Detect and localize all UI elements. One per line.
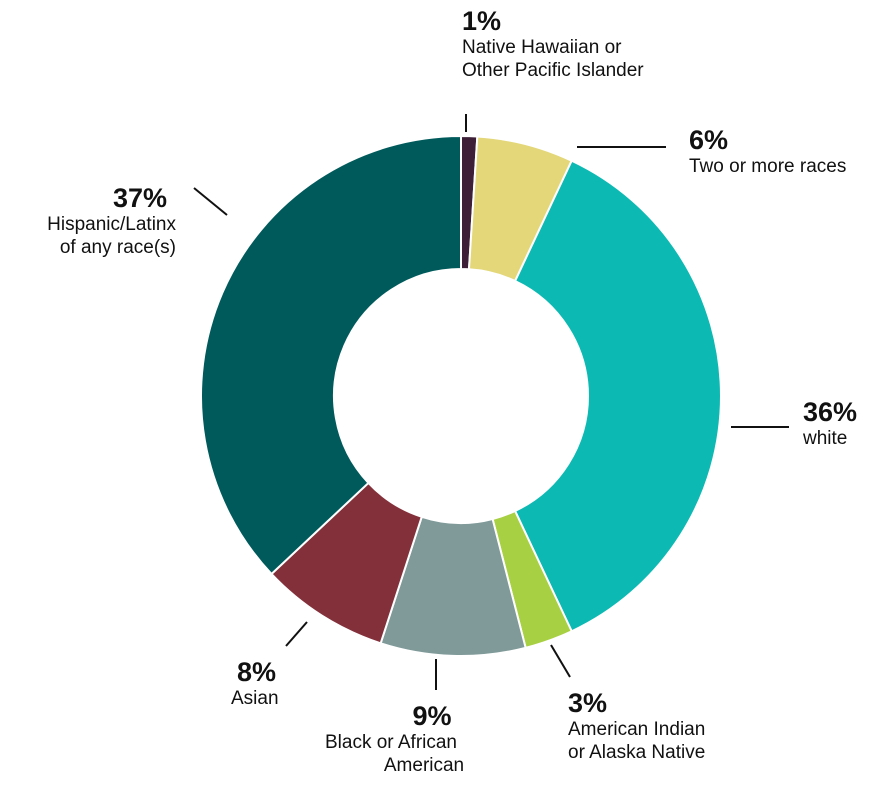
label-asian: 8% Asian	[231, 656, 279, 711]
label-hispanic: 37% Hispanic/Latinx of any race(s)	[0, 182, 176, 260]
label-native-hawaiian: 1% Native Hawaiian or Other Pacific Isla…	[462, 5, 644, 83]
name-hispanic-line1: Hispanic/Latinx	[47, 214, 176, 236]
label-black: 9% Black or African American	[301, 700, 481, 778]
pct-american-indian: 3%	[568, 688, 608, 718]
slice-white	[513, 159, 722, 633]
pct-asian: 8%	[237, 657, 277, 687]
leader-lines	[193, 114, 789, 690]
name-white: white	[803, 428, 848, 450]
label-white: 36% white	[803, 396, 857, 451]
pct-hispanic: 37%	[112, 183, 167, 213]
leader-line-hispanic	[193, 187, 228, 216]
donut-slices	[200, 134, 722, 657]
pct-white: 36%	[803, 397, 858, 427]
name-native-hawaiian-line1: Native Hawaiian or	[462, 37, 622, 59]
pct-native-hawaiian: 1%	[462, 6, 502, 36]
pct-black: 9%	[412, 701, 452, 731]
label-american-indian: 3% American Indian or Alaska Native	[568, 687, 705, 765]
label-two-or-more: 6% Two or more races	[689, 124, 846, 179]
name-hispanic-line2: of any race(s)	[59, 237, 176, 259]
name-native-hawaiian-line2: Other Pacific Islander	[462, 60, 644, 82]
slice-hispanic	[200, 134, 462, 576]
name-two-or-more: Two or more races	[689, 156, 847, 178]
leader-line-american-indian	[550, 644, 571, 678]
pct-two-or-more: 6%	[689, 125, 729, 155]
name-black-line1: Black or African	[325, 732, 457, 754]
leader-line-asian	[285, 621, 308, 647]
name-asian: Asian	[231, 688, 279, 710]
name-black-line2: American	[383, 755, 465, 777]
name-american-indian-line1: American Indian	[568, 719, 706, 741]
name-american-indian-line2: or Alaska Native	[568, 742, 706, 764]
